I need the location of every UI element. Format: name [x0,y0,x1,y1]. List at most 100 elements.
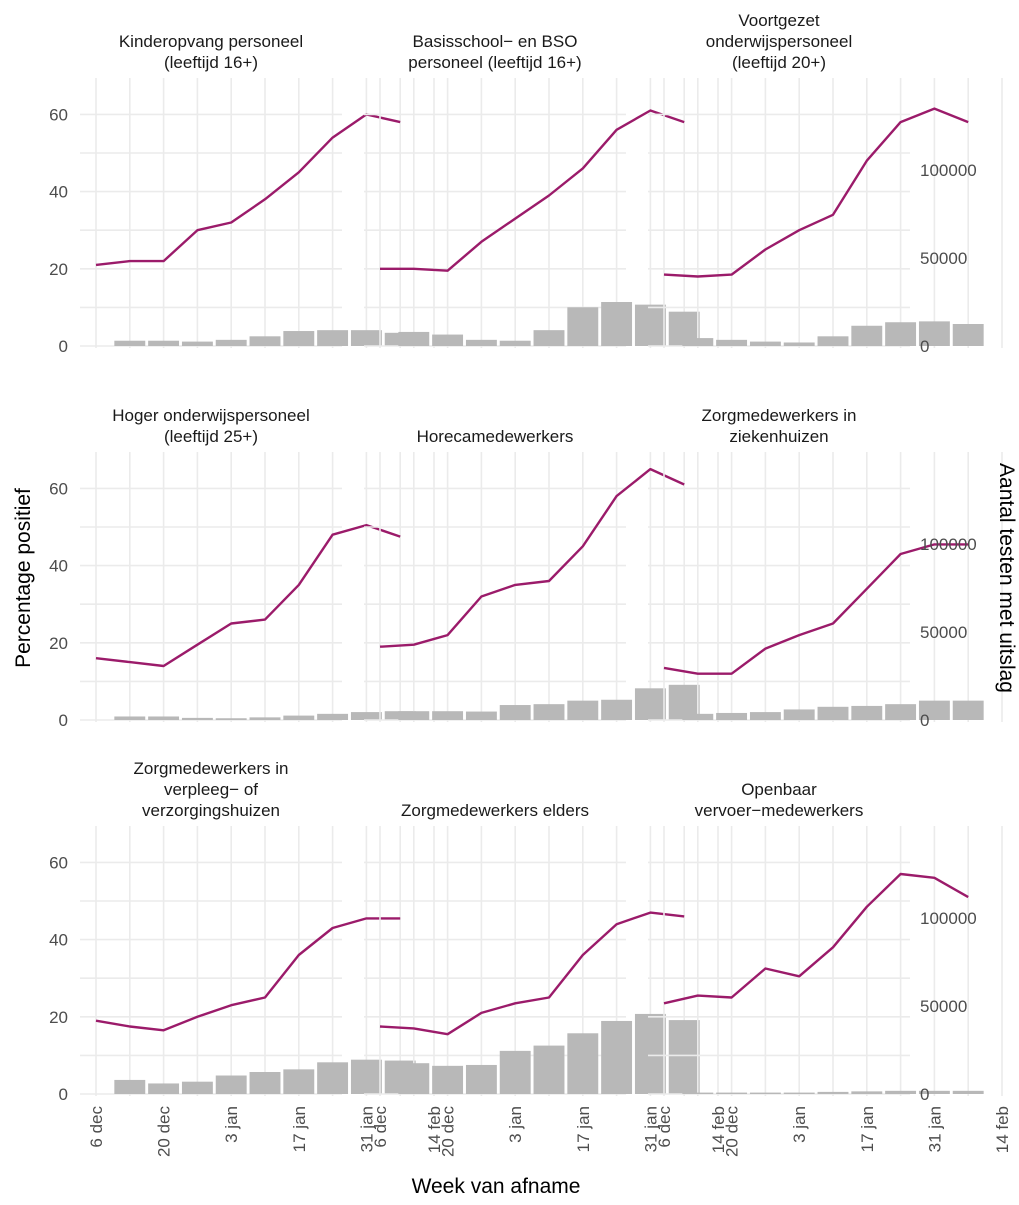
y-tick-label: 40 [49,557,68,576]
test-count-bar [918,700,950,720]
percentage-positive-line [663,543,969,675]
test-count-bar [432,1065,464,1094]
test-count-bar [114,340,146,346]
facet-panel: Openbaar vervoer−medewerkers 0 50000 100000 6… [648,780,1012,1157]
y-tick-label: 60 [49,853,68,872]
test-count-bar [817,706,849,720]
test-count-bar [317,713,349,720]
test-count-bar [817,1091,849,1094]
test-count-bar [215,339,247,346]
test-count-bar [716,339,748,346]
percentage-positive-line [379,467,685,648]
facet-panel: Voortgezet onderwijspersoneel (leeftijd 20… [648,11,1003,356]
y-tick-label: 60 [49,479,68,498]
y-tick-label: 0 [59,1085,68,1104]
test-count-bar [283,715,315,720]
test-count-bar [465,339,497,346]
facet-title: verpleeg− of [164,780,258,799]
percentage-positive-line [663,107,969,278]
test-count-bar [148,1083,180,1094]
test-count-bar [682,713,714,720]
facet-title: Openbaar [741,780,817,799]
test-count-bar [567,307,599,346]
x-tick-label: 31 jan [641,1106,660,1152]
x-tick-label: 6 dec [655,1106,674,1148]
test-count-bar [749,1092,781,1094]
facet-title: Zorgmedewerkers elders [401,801,589,820]
test-count-bar [350,330,382,346]
facet-title: Voortgezet [738,11,820,30]
facet-panel: Zorgmedewerkers in ziekenhuizen 0 50000 1000… [648,406,1003,730]
y2-tick-label: 100000 [920,535,977,554]
x-axis-title: Week van afname [412,1175,581,1198]
y2-tick-label: 0 [920,1085,929,1104]
test-count-bar [350,712,382,720]
test-count-bar [952,700,984,720]
facet-title: (leeftijd 25+) [164,427,258,446]
test-count-bar [533,704,565,720]
test-count-bar [918,1090,950,1094]
facet-panel: Hoger onderwijspersoneel (leeftijd 25+) 0 2… [49,406,435,730]
y2-axis-title: Aantal testen met uitslag [995,463,1018,693]
facet-title: Horecamedewerkers [417,427,574,446]
facet-title: (leeftijd 20+) [732,53,826,72]
facet-title: (leeftijd 16+) [164,53,258,72]
test-count-bar [249,336,281,346]
y-tick-label: 40 [49,183,68,202]
test-count-bar [465,711,497,720]
test-count-bar [533,1045,565,1094]
facet-panel: Basisschool− en BSO personeel (leeftijd 1… [364,32,719,348]
y2-tick-label: 0 [920,337,929,356]
test-count-bar [465,1064,497,1094]
y-tick-label: 0 [59,711,68,730]
test-count-bar [749,341,781,346]
test-count-bar [499,1050,531,1094]
test-count-bar [716,1092,748,1094]
x-tick-label: 20 dec [439,1106,458,1158]
x-tick-label: 14 feb [709,1106,728,1153]
test-count-bar [181,341,213,346]
test-count-bar [783,709,815,720]
test-count-bar [682,1092,714,1094]
x-tick-label: 17 jan [290,1106,309,1152]
y2-tick-label: 0 [920,711,929,730]
facet-title: Hoger onderwijspersoneel [112,406,310,425]
y-tick-label: 20 [49,260,68,279]
test-count-bar [885,704,917,720]
test-count-bar [114,716,146,720]
test-count-bar [283,1069,315,1094]
facet-panel: Horecamedewerkers [364,427,719,722]
test-count-bar [918,321,950,346]
facet-panel: Zorgmedewerkers in verpleeg− of verzorging… [49,759,444,1157]
test-count-bar [398,1063,430,1094]
test-count-bar [432,711,464,720]
x-tick-label: 31 jan [357,1106,376,1152]
test-count-bar [952,1090,984,1094]
test-count-bar [283,331,315,346]
test-count-bar [317,1062,349,1094]
y-tick-label: 60 [49,105,68,124]
test-count-bar [783,342,815,346]
test-count-bar [398,711,430,720]
test-count-bar [215,718,247,720]
facet-title: ziekenhuizen [729,427,828,446]
test-count-bar [533,330,565,346]
test-count-bar [249,717,281,720]
facet-title: vervoer−medewerkers [695,801,864,820]
x-tick-label: 20 dec [155,1106,174,1158]
test-count-bar [634,1013,666,1094]
test-count-bar [783,1092,815,1094]
y2-tick-label: 100000 [920,909,977,928]
y-axis-title: Percentage positief [12,488,35,668]
percentage-positive-line [95,113,401,267]
test-count-bar [567,700,599,720]
facet-title: personeel (leeftijd 16+) [408,53,581,72]
test-count-bar [499,705,531,720]
facet-title: onderwijspersoneel [706,32,852,51]
test-count-bar [148,716,180,720]
y2-tick-label: 50000 [920,623,967,642]
test-count-bar [749,712,781,720]
y2-tick-label: 50000 [920,997,967,1016]
x-tick-label: 31 jan [925,1106,944,1152]
